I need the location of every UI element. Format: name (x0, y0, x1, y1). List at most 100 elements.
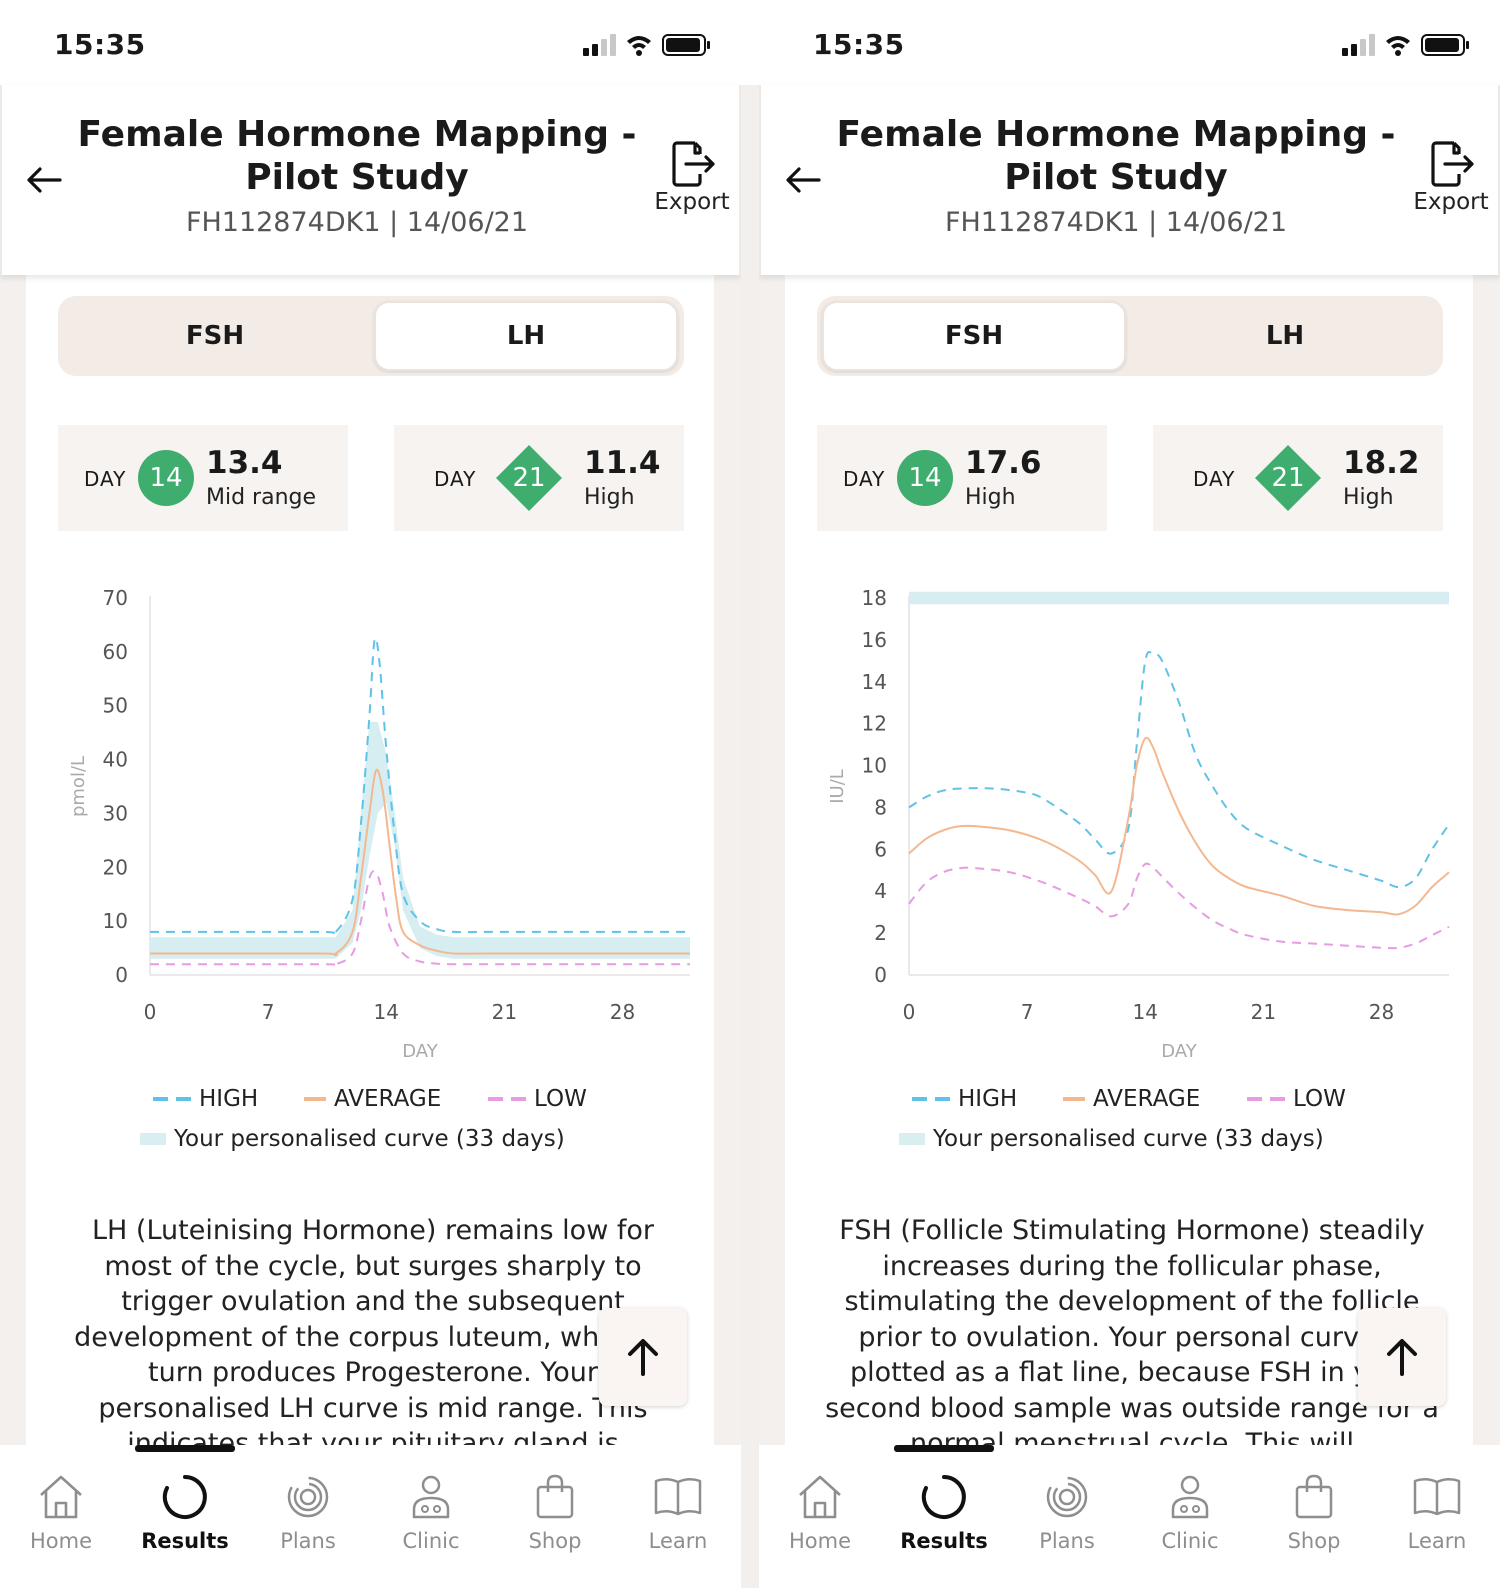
nav-plans-label: Plans (280, 1529, 336, 1553)
nav-plans[interactable]: Plans (253, 1471, 363, 1553)
nav-clinic-label: Clinic (1161, 1529, 1219, 1553)
arrow-up-icon (1387, 1339, 1417, 1376)
page-title: Female Hormone Mapping - Pilot Study (836, 113, 1396, 199)
nav-plans[interactable]: Plans (1012, 1471, 1122, 1553)
plans-icon (287, 1476, 329, 1518)
legend-low-swatch (1247, 1097, 1285, 1101)
page-title-line1: Female Hormone Mapping - (836, 114, 1396, 155)
battery-icon (1421, 34, 1469, 56)
hormone-tab-switch: FSH LH (58, 296, 684, 376)
legend-low-label: LOW (534, 1086, 587, 1112)
hormone-chart: 0 2 4 6 8 10 12 14 16 18 0 7 14 21 28 IU/L DAY (827, 586, 1450, 1062)
nav-shop[interactable]: Shop (1259, 1471, 1369, 1553)
legend-high: HIGH (153, 1086, 258, 1112)
nav-plans-label: Plans (1039, 1529, 1095, 1553)
x-tick-label: 0 (903, 1000, 916, 1024)
status-bar: 15:35 (0, 0, 741, 85)
page-title-line2: Pilot Study (1004, 157, 1228, 198)
nav-shop[interactable]: Shop (500, 1471, 610, 1553)
learn-icon (654, 1478, 702, 1516)
hormone-status: High (965, 485, 1016, 510)
legend-high-swatch (153, 1097, 191, 1101)
clinic-icon (412, 1475, 450, 1519)
day-21-card: DAY 21 11.4 High (394, 425, 684, 531)
export-button[interactable]: Export (647, 137, 737, 227)
nav-results[interactable]: Results (889, 1471, 999, 1553)
day-number: 21 (1271, 463, 1305, 493)
hormone-description: LH (Luteinising Hormone) remains low for… (74, 1215, 672, 1445)
y-tick-label: 14 (862, 670, 887, 694)
nav-results[interactable]: Results (130, 1471, 240, 1553)
status-bar: 15:35 (759, 0, 1500, 85)
x-tick-label: 14 (374, 1000, 399, 1024)
legend-low-label: LOW (1293, 1086, 1346, 1112)
nav-shop-label: Shop (528, 1529, 582, 1553)
hormone-value: 17.6 (965, 445, 1042, 481)
nav-learn[interactable]: Learn (1382, 1471, 1492, 1553)
y-axis-title: IU/L (827, 769, 848, 804)
nav-home-label: Home (788, 1529, 851, 1553)
series-average-line (908, 736, 1450, 916)
nav-results-label: Results (141, 1529, 229, 1553)
y-tick-label: 40 (103, 748, 128, 772)
scroll-to-top-button[interactable] (1358, 1308, 1446, 1406)
legend-average: AVERAGE (1063, 1086, 1200, 1112)
legend-high-swatch (912, 1097, 950, 1101)
legend-low: LOW (488, 1086, 587, 1112)
tab-fsh[interactable]: FSH (822, 301, 1126, 371)
series-high-line (908, 651, 1450, 889)
wifi-icon (1386, 36, 1410, 56)
export-label: Export (1413, 189, 1489, 215)
nav-clinic[interactable]: Clinic (376, 1471, 486, 1553)
x-tick-label: 28 (610, 1000, 635, 1024)
y-tick-label: 18 (862, 586, 887, 610)
x-tick-label: 14 (1133, 1000, 1158, 1024)
status-icons (1342, 34, 1469, 56)
page-subtitle: FH112874DK1 | 14/06/21 (944, 207, 1288, 238)
nav-learn[interactable]: Learn (623, 1471, 733, 1553)
page-title-line1: Female Hormone Mapping - (77, 114, 637, 155)
day-14-card: DAY 14 13.4 Mid range (58, 425, 348, 531)
nav-home[interactable]: Home (6, 1471, 116, 1553)
y-axis-title: pmol/L (68, 756, 89, 817)
day-label: DAY (843, 467, 886, 491)
day-21-badge: 21 (1255, 445, 1321, 511)
learn-icon (1413, 1478, 1461, 1516)
page-subtitle: FH112874DK1 | 14/06/21 (185, 207, 529, 238)
scroll-to-top-button[interactable] (599, 1308, 687, 1406)
day-21-card: DAY 21 18.2 High (1153, 425, 1443, 531)
legend-personalised: Your personalised curve (33 days) (140, 1126, 565, 1152)
personalised-curve-band (909, 591, 1449, 605)
legend-average-label: AVERAGE (1093, 1086, 1201, 1112)
page-header: Female Hormone Mapping - Pilot Study FH1… (759, 85, 1500, 275)
export-button[interactable]: Export (1406, 137, 1496, 227)
nav-clinic-label: Clinic (402, 1529, 460, 1553)
status-icons (583, 34, 710, 56)
x-tick-label: 21 (492, 1000, 517, 1024)
hormone-tab-switch: FSH LH (817, 296, 1443, 376)
back-arrow-icon[interactable] (783, 160, 823, 200)
nav-learn-label: Learn (648, 1529, 708, 1553)
legend-personalised-swatch (899, 1133, 925, 1145)
day-label: DAY (84, 467, 127, 491)
day-14-badge: 14 (138, 450, 194, 506)
nav-results-label: Results (900, 1529, 988, 1553)
nav-clinic[interactable]: Clinic (1135, 1471, 1245, 1553)
y-tick-label: 50 (103, 694, 128, 718)
tab-fsh[interactable]: FSH (185, 321, 245, 351)
x-axis-title: DAY (402, 1041, 438, 1062)
bottom-tab-bar: Home Results Plans Clinic (0, 1445, 741, 1588)
back-arrow-icon[interactable] (24, 160, 64, 200)
legend-high-label: HIGH (958, 1086, 1018, 1112)
tab-lh[interactable]: LH (374, 301, 678, 371)
y-tick-label: 8 (874, 795, 887, 819)
y-tick-label: 10 (862, 754, 887, 778)
legend-average-swatch (304, 1097, 326, 1101)
signal-icon (583, 34, 616, 56)
export-label: Export (654, 189, 730, 215)
x-tick-label: 7 (1021, 1000, 1034, 1024)
y-tick-label: 2 (874, 921, 887, 945)
fsh-results-screen: 15:35 Female Hor (759, 0, 1500, 1588)
nav-home[interactable]: Home (765, 1471, 875, 1553)
tab-lh[interactable]: LH (1265, 321, 1305, 351)
